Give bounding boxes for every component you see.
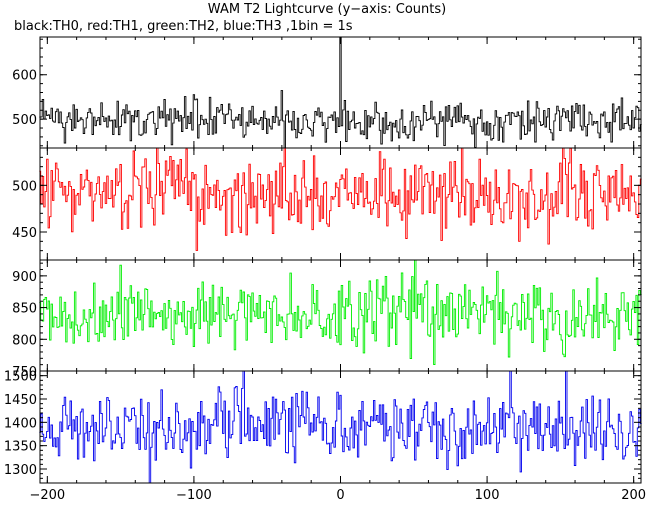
y-tick-label: 750 [12, 365, 37, 380]
panel-frame-3 [39, 259, 642, 372]
y-tick-label: 1400 [4, 416, 37, 431]
y-tick-label: 800 [12, 333, 37, 348]
x-tick-label: −200 [29, 488, 65, 503]
y-tick-label: 1300 [4, 463, 37, 478]
y-tick-label: 1450 [4, 393, 37, 408]
x-tick-label: −100 [176, 488, 212, 503]
y-tick-label: 600 [12, 69, 37, 84]
panel-frame-4 [39, 370, 642, 484]
x-tick-label: 200 [621, 488, 646, 503]
y-tick-label: 900 [12, 270, 37, 285]
series-line-th2 [39, 259, 642, 365]
y-tick-label: 500 [12, 113, 37, 128]
x-tick-label: 100 [475, 488, 500, 503]
chart-subtitle: black:TH0, red:TH1, green:TH2, blue:TH3 … [14, 19, 353, 34]
y-tick-label: 1350 [4, 440, 37, 455]
x-tick-label: 0 [336, 488, 344, 503]
y-tick-label: 450 [12, 226, 37, 241]
series-line-th1 [39, 147, 642, 251]
y-tick-label: 1500 [4, 370, 37, 385]
series-line-th3 [39, 370, 642, 484]
y-tick-label: 500 [12, 179, 37, 194]
chart-title: WAM T2 Lightcurve (y−axis: Counts) [207, 2, 447, 17]
series-line-th0 [39, 36, 642, 149]
y-tick-label: 850 [12, 302, 37, 317]
